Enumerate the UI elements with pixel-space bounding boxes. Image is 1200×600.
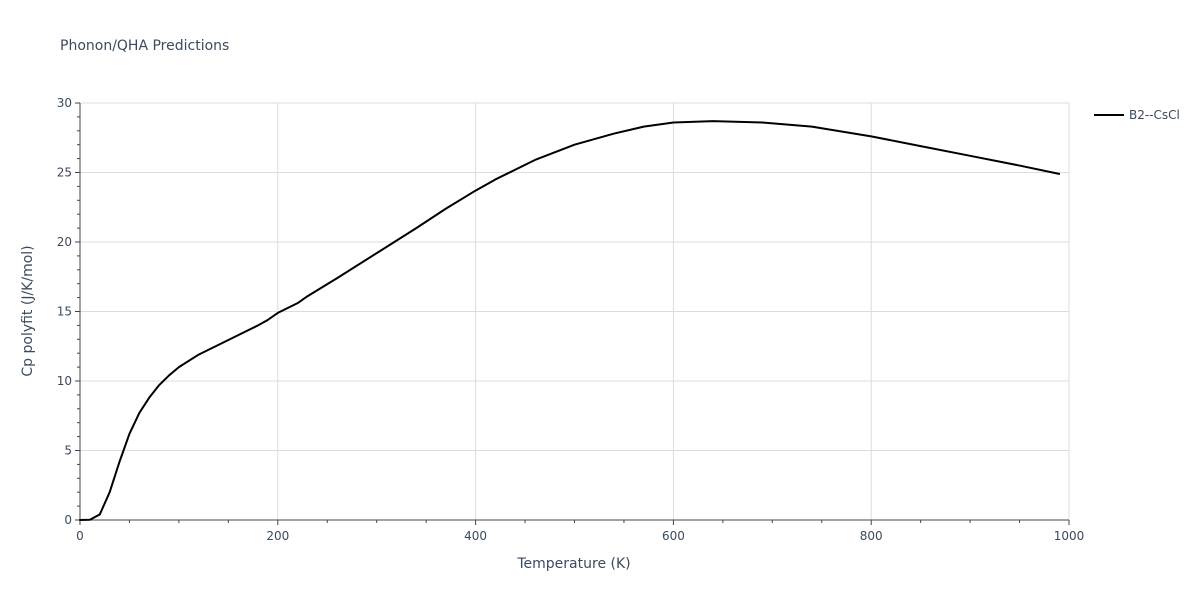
x-tick-label-0: 0 [76, 529, 84, 543]
y-tick-label-5: 5 [64, 444, 72, 458]
y-tick-label-25: 25 [57, 166, 72, 180]
x-tick-label-1000: 1000 [1054, 529, 1085, 543]
legend-label-b2-cscl: B2--CsCl [1129, 108, 1180, 122]
x-tick-label-400: 400 [464, 529, 487, 543]
legend[interactable]: B2--CsCl [1094, 108, 1180, 122]
y-tick-label-15: 15 [57, 305, 72, 319]
series-line-0 [79, 120, 1061, 521]
grid-layer [80, 102, 1070, 520]
y-axis-title: Cp polyfit (J/K/mol) [20, 245, 36, 376]
series-layer [79, 120, 1061, 521]
x-tick-label-800: 800 [860, 529, 883, 543]
x-axis-title: Temperature (K) [516, 556, 630, 572]
y-tick-label-10: 10 [57, 374, 72, 388]
y-tick-label-0: 0 [64, 513, 72, 527]
x-tick-label-600: 600 [662, 529, 685, 543]
x-tick-label-200: 200 [266, 529, 289, 543]
chart-title: Phonon/QHA Predictions [60, 38, 229, 54]
y-tick-label-30: 30 [57, 96, 72, 110]
axis-layer: 0 200 400 600 800 1000 0 5 10 15 20 25 30 [57, 96, 1085, 543]
y-tick-label-20: 20 [57, 235, 72, 249]
